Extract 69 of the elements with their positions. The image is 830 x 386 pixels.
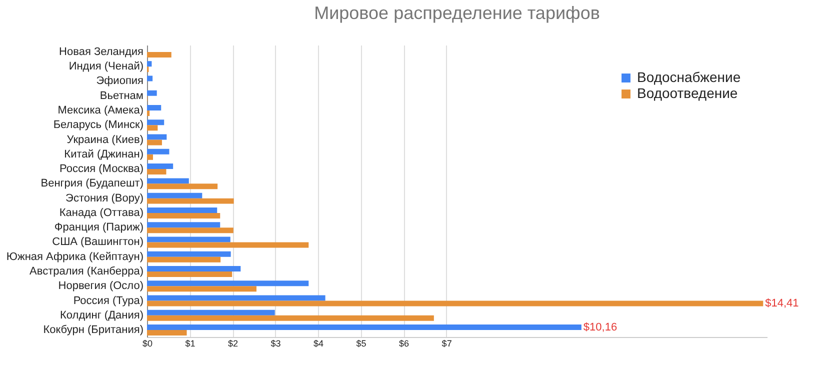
legend-label: Водоотведение bbox=[637, 85, 738, 101]
legend-label: Водоснабжение bbox=[637, 69, 741, 85]
bar bbox=[147, 154, 153, 160]
data-label: $14,41 bbox=[765, 298, 799, 310]
y-tick-label: Эфиопия bbox=[96, 75, 144, 88]
bar bbox=[147, 280, 309, 286]
x-tick-label: $7 bbox=[442, 338, 452, 348]
bar bbox=[147, 207, 218, 213]
bar bbox=[147, 212, 220, 218]
chart-title: Мировое распределение тарифов bbox=[314, 3, 600, 23]
bar bbox=[147, 169, 166, 175]
bar bbox=[147, 310, 275, 316]
bar bbox=[147, 256, 221, 262]
bar bbox=[147, 192, 202, 198]
y-tick-label: Эстония (Вору) bbox=[66, 192, 144, 204]
x-tick-label: $0 bbox=[142, 338, 153, 348]
y-tick-label: Вьетнам bbox=[100, 90, 144, 102]
bar bbox=[147, 266, 241, 272]
bar bbox=[147, 164, 174, 170]
bar bbox=[147, 330, 187, 336]
y-tick-label: Беларусь (Минск) bbox=[53, 119, 144, 132]
bar bbox=[147, 184, 218, 190]
bar bbox=[147, 251, 231, 257]
bar bbox=[147, 125, 158, 131]
y-tick-label: Австралия (Канберра) bbox=[30, 266, 144, 278]
x-tick-label: $3 bbox=[270, 338, 281, 348]
bar bbox=[147, 61, 152, 67]
bar bbox=[147, 198, 234, 204]
bar bbox=[147, 52, 172, 58]
y-tick-label: Венгрия (Будапешт) bbox=[40, 178, 144, 190]
bar bbox=[147, 134, 167, 140]
bar bbox=[147, 105, 162, 110]
bar bbox=[147, 324, 582, 330]
y-tick-label: Мексика (Амека) bbox=[58, 104, 144, 116]
x-tick-label: $6 bbox=[399, 338, 410, 348]
y-tick-label: Канада (Оттава) bbox=[59, 206, 144, 219]
y-tick-label: Россия (Москва) bbox=[59, 163, 144, 176]
bar bbox=[147, 286, 256, 292]
bar bbox=[147, 242, 309, 248]
bar bbox=[147, 272, 232, 277]
bar bbox=[147, 222, 220, 228]
bar bbox=[147, 178, 189, 184]
bar bbox=[147, 90, 157, 96]
bar bbox=[147, 300, 764, 306]
y-tick-label: Южная Африка (Кейптаун) bbox=[6, 250, 144, 263]
y-tick-label: Колдинг (Дания) bbox=[60, 309, 144, 322]
x-tick-label: $5 bbox=[356, 338, 366, 348]
bar bbox=[147, 110, 150, 116]
y-tick-label: Россия (Тура) bbox=[73, 294, 144, 307]
bar bbox=[147, 236, 230, 242]
y-tick-label: Новая Зеландия bbox=[59, 46, 144, 58]
x-tick-label: $4 bbox=[314, 338, 324, 348]
bar bbox=[147, 140, 162, 146]
x-tick-label: $1 bbox=[185, 338, 196, 348]
y-tick-label: Украина (Киев) bbox=[66, 134, 144, 146]
bar bbox=[147, 120, 164, 126]
bar bbox=[147, 295, 326, 301]
x-tick-label: $2 bbox=[228, 338, 238, 348]
bar bbox=[147, 148, 170, 154]
y-tick-label: Китай (Джинан) bbox=[64, 148, 144, 160]
y-tick-label: Индия (Ченай) bbox=[68, 60, 144, 73]
bar bbox=[147, 315, 434, 321]
bar bbox=[147, 228, 234, 234]
data-label: $10,16 bbox=[583, 321, 618, 334]
y-tick-label: США (Вашингтон) bbox=[52, 236, 144, 248]
y-tick-label: Норвегия (Осло) bbox=[58, 280, 144, 292]
y-tick-label: Кокбурн (Британия) bbox=[43, 324, 144, 336]
y-tick-label: Франция (Париж) bbox=[54, 222, 144, 234]
bar bbox=[147, 76, 153, 82]
